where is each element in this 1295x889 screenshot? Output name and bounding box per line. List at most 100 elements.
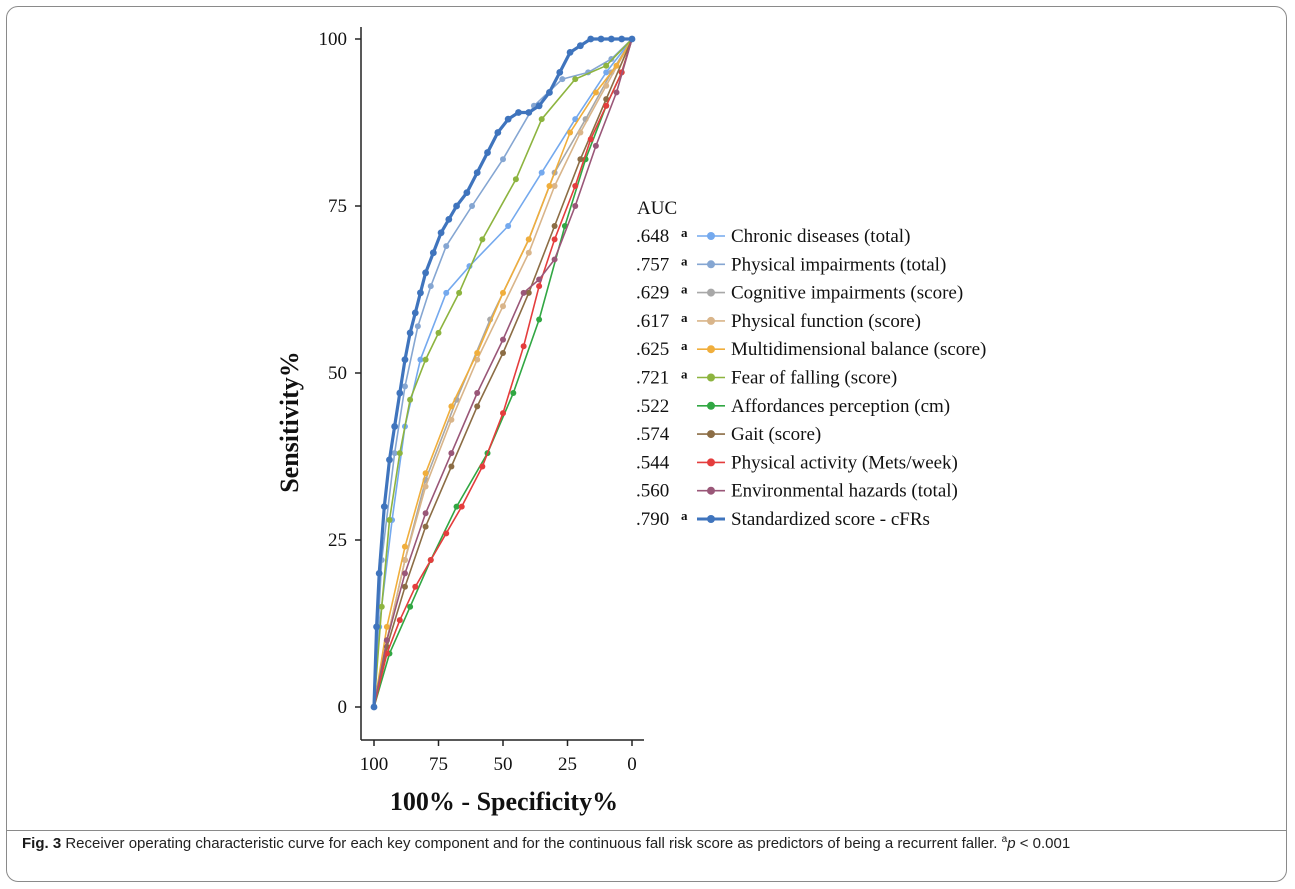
legend-item: .629 a Cognitive impairments (score) — [636, 282, 963, 304]
data-point — [429, 249, 437, 257]
data-point — [448, 416, 455, 423]
data-point — [417, 356, 424, 363]
legend-auc: .560 — [636, 481, 669, 502]
data-point — [453, 202, 460, 210]
legend-label: Physical activity (Mets/week) — [731, 452, 958, 473]
legend-auc-superscript: a — [681, 338, 688, 353]
data-point — [551, 223, 558, 230]
data-point — [473, 169, 481, 177]
series-6 — [371, 36, 635, 710]
legend-swatch-marker — [707, 515, 715, 523]
data-point — [525, 289, 532, 296]
data-point — [536, 283, 543, 290]
data-point — [484, 149, 491, 156]
data-point — [577, 42, 584, 50]
y-tick-label: 50 — [328, 363, 347, 384]
plot-curves — [370, 35, 636, 711]
x-tick-label: 75 — [429, 754, 448, 775]
data-point — [608, 56, 615, 63]
legend-auc-superscript: a — [681, 310, 688, 325]
data-point — [500, 349, 506, 356]
legend-auc: .574 — [636, 424, 670, 445]
data-point — [396, 450, 403, 457]
data-point — [383, 623, 390, 630]
series-line — [373, 38, 633, 708]
data-point — [422, 269, 429, 277]
data-point — [572, 116, 579, 123]
data-point — [401, 570, 408, 577]
data-point — [505, 223, 512, 230]
x-tick-label: 100 — [360, 754, 389, 775]
data-point — [538, 169, 545, 176]
data-point — [587, 136, 594, 143]
legend-label: Physical function (score) — [731, 311, 921, 332]
data-point — [422, 470, 429, 477]
legend-auc-superscript: a — [681, 508, 688, 523]
data-point — [370, 703, 378, 711]
data-point — [401, 383, 408, 390]
data-point — [422, 483, 429, 490]
data-point — [551, 236, 558, 243]
legend-swatch-marker — [707, 260, 715, 269]
y-axis: 0 25 50 75 100 — [319, 27, 362, 740]
data-point — [546, 182, 553, 189]
data-point — [572, 76, 579, 83]
data-point — [500, 336, 506, 343]
data-point — [525, 236, 532, 243]
data-point — [422, 356, 429, 363]
x-axis: 100 75 50 25 0 — [360, 739, 644, 775]
data-point — [474, 403, 481, 410]
legend-item: .574 Gait (score) — [636, 424, 821, 445]
data-point — [603, 62, 610, 69]
data-point — [378, 603, 385, 610]
caption-p-value: < 0.001 — [1015, 835, 1071, 852]
data-point — [592, 89, 599, 96]
legend-auc: .617 — [636, 311, 669, 332]
y-tick-label: 75 — [328, 196, 347, 217]
legend-label: Standardized score - cFRs — [731, 509, 930, 530]
data-point — [386, 456, 393, 464]
data-point — [443, 289, 450, 296]
legend-swatch-marker — [707, 430, 715, 439]
data-point — [551, 182, 558, 189]
caption-text: Receiver operating characteristic curve … — [65, 835, 998, 852]
caption-p: p — [1007, 835, 1016, 852]
legend-swatch-marker — [707, 232, 715, 240]
legend-title: AUC — [637, 198, 677, 219]
data-point — [577, 156, 584, 163]
data-point — [628, 35, 636, 43]
data-point — [414, 323, 421, 330]
data-point — [375, 570, 383, 577]
x-tick-label: 25 — [558, 754, 577, 775]
legend-auc-superscript: a — [681, 282, 688, 297]
data-point — [453, 503, 460, 510]
data-point — [566, 48, 574, 56]
data-point — [469, 203, 476, 209]
y-tick-label: 100 — [319, 29, 348, 50]
legend-swatch-marker — [707, 316, 715, 325]
data-point — [448, 463, 455, 470]
x-axis-title: 100% - Specificity% — [390, 787, 618, 816]
data-point — [607, 35, 615, 43]
data-point — [504, 115, 512, 123]
legend-swatch-marker — [707, 373, 715, 382]
data-point — [401, 583, 408, 590]
data-point — [572, 203, 579, 209]
data-point — [463, 189, 471, 197]
data-point — [479, 463, 486, 470]
data-point — [474, 349, 481, 356]
data-point — [445, 215, 453, 223]
legend-label: Cognitive impairments (score) — [731, 283, 963, 304]
data-point — [535, 102, 543, 110]
legend-auc: .790 — [636, 509, 669, 530]
legend-item: .522 Affordances perception (cm) — [636, 396, 950, 417]
legend-swatch-marker — [707, 486, 715, 495]
data-point — [401, 543, 408, 550]
x-tick-label: 50 — [494, 754, 513, 775]
y-tick-label: 25 — [328, 530, 347, 551]
data-point — [406, 329, 414, 337]
data-point — [407, 396, 414, 403]
data-point — [538, 116, 545, 123]
legend-auc: .648 — [636, 226, 669, 247]
data-point — [435, 329, 442, 336]
